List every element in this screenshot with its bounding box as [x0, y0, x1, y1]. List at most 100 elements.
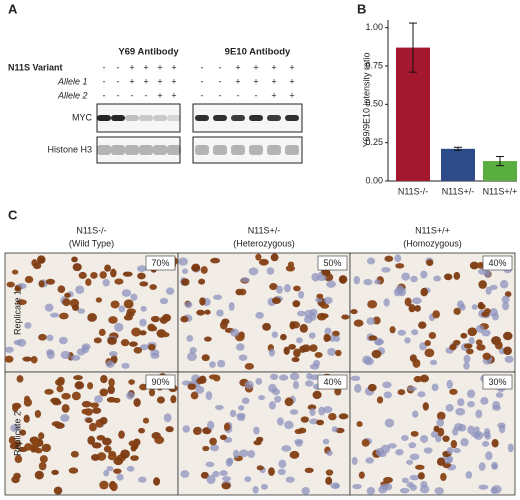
nucleus	[477, 301, 485, 310]
nucleus	[99, 388, 109, 397]
nucleus	[210, 257, 221, 264]
nucleus	[4, 346, 14, 353]
nucleus	[239, 449, 249, 458]
nucleus	[165, 287, 175, 295]
nucleus	[34, 409, 42, 418]
nucleus	[221, 482, 231, 490]
nucleus	[276, 285, 283, 294]
nucleus	[8, 436, 16, 445]
column-description: (Heterozygous)	[233, 238, 295, 248]
percent-label: 70%	[151, 258, 169, 268]
nucleus	[324, 327, 332, 336]
band	[97, 115, 111, 121]
nucleus	[331, 426, 338, 433]
nucleus	[74, 381, 85, 390]
nucleus	[253, 426, 260, 435]
nucleus	[404, 297, 412, 307]
band	[267, 115, 281, 121]
nucleus	[481, 329, 491, 337]
nucleus	[463, 354, 471, 364]
nucleus	[316, 419, 325, 426]
nucleus	[38, 432, 45, 440]
nucleus	[31, 259, 38, 267]
nucleus	[88, 422, 97, 432]
lane-sign: +	[157, 90, 162, 100]
lane-sign: +	[271, 90, 276, 100]
nucleus	[91, 454, 100, 461]
nucleus	[423, 447, 433, 454]
nucleus	[209, 437, 217, 446]
nucleus	[133, 398, 141, 407]
nucleus	[255, 253, 262, 261]
percent-box	[482, 255, 513, 271]
nucleus	[229, 409, 237, 418]
nucleus	[404, 337, 411, 344]
nucleus	[418, 321, 427, 329]
nucleus	[142, 417, 150, 424]
band	[167, 145, 181, 155]
nucleus	[366, 486, 376, 495]
nucleus	[491, 461, 499, 469]
lane-sign: +	[171, 62, 176, 72]
nucleus	[484, 434, 491, 440]
nucleus	[200, 471, 209, 479]
nucleus	[457, 424, 467, 432]
nucleus	[283, 283, 291, 293]
nucleus	[361, 438, 370, 447]
percent-label: 30%	[488, 377, 506, 387]
nucleus	[4, 355, 14, 363]
nucleus	[277, 468, 286, 476]
nucleus	[139, 281, 149, 287]
nucleus	[207, 420, 215, 430]
nucleus	[426, 259, 434, 266]
nucleus	[473, 426, 480, 433]
nucleus	[420, 481, 428, 488]
nucleus	[114, 322, 124, 332]
nucleus	[153, 477, 161, 486]
nucleus	[230, 328, 240, 337]
band	[111, 115, 125, 121]
nucleus	[428, 332, 437, 340]
nucleus	[445, 403, 454, 412]
nucleus	[209, 361, 216, 368]
nucleus	[408, 304, 416, 313]
nucleus	[485, 451, 493, 461]
nucleus	[51, 421, 62, 427]
nucleus	[256, 465, 264, 471]
nucleus	[215, 404, 224, 410]
nucleus	[292, 300, 301, 308]
nucleus	[436, 411, 446, 421]
nucleus	[107, 453, 117, 461]
percent-box	[317, 374, 348, 390]
band	[111, 145, 125, 155]
nucleus	[126, 391, 135, 400]
nucleus	[478, 280, 487, 289]
nucleus	[154, 436, 165, 445]
nucleus	[64, 292, 71, 298]
nucleus	[248, 267, 259, 276]
band	[167, 115, 181, 121]
nucleus	[70, 450, 79, 458]
nucleus	[50, 312, 60, 318]
column-genotype: N11S+/+	[415, 225, 450, 235]
nucleus	[87, 382, 94, 390]
lane-sign: -	[201, 62, 204, 72]
nucleus	[280, 333, 287, 341]
nucleus	[289, 450, 300, 459]
nucleus	[70, 354, 81, 361]
nucleus	[363, 278, 373, 286]
x-tick-label: N11S+/+	[483, 186, 518, 196]
nucleus	[501, 295, 510, 304]
nucleus	[53, 486, 63, 495]
nucleus	[455, 407, 466, 416]
nucleus	[90, 272, 98, 279]
nucleus	[489, 284, 498, 291]
nucleus	[469, 261, 479, 270]
nucleus	[353, 275, 360, 285]
nucleus	[252, 486, 259, 494]
band	[213, 115, 227, 121]
y-tick-label: 0.25	[365, 137, 383, 147]
nucleus	[44, 303, 54, 312]
nucleus	[287, 261, 295, 268]
nucleus	[491, 312, 500, 321]
